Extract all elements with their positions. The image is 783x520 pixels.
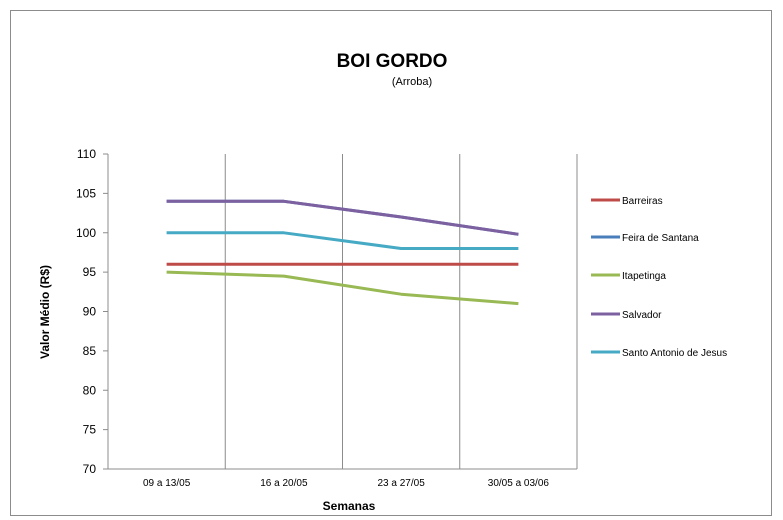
y-tick-label: 90	[83, 305, 97, 319]
y-tick-label: 75	[83, 423, 97, 437]
legend-label: Feira de Santana	[622, 233, 699, 244]
legend-label: Barreiras	[622, 196, 663, 207]
x-tick-label: 09 a 13/05	[143, 478, 191, 489]
legend-label: Itapetinga	[622, 271, 666, 282]
y-tick-label: 110	[77, 147, 96, 161]
gridlines	[224, 154, 578, 469]
y-tick-label: 95	[83, 265, 97, 279]
chart-title: BOI GORDO	[337, 51, 448, 72]
legend-label: Salvador	[622, 310, 662, 321]
x-tick-label: 30/05 a 03/06	[488, 478, 550, 489]
series-line-santo-antonio-de-jesus	[166, 231, 519, 250]
x-axis-title: Semanas	[323, 499, 376, 513]
series-line-salvador	[166, 199, 519, 236]
x-tick-label: 16 a 20/05	[260, 478, 308, 489]
y-axis-title: Valor Médio (R$)	[38, 265, 52, 359]
series-line-itapetinga	[166, 270, 519, 306]
y-tick-label: 105	[76, 186, 96, 200]
chart-subtitle: (Arroba)	[392, 76, 432, 88]
x-tick-label: 23 a 27/05	[377, 478, 425, 489]
legend: Barreiras Feira de Santana Itapetinga Salva…	[591, 196, 727, 359]
series-lines	[166, 199, 519, 306]
y-tick-label: 85	[83, 344, 97, 358]
x-tick-labels: 09 a 13/05 16 a 20/05 23 a 27/05 30/05 a 03…	[143, 478, 549, 489]
legend-label: Santo Antonio de Jesus	[622, 348, 727, 359]
y-tick-label: 80	[83, 383, 97, 397]
y-tick-labels: 70 75 80 85 90 95 100 105 110	[76, 147, 108, 476]
y-tick-label: 70	[83, 462, 97, 476]
y-tick-label: 100	[76, 226, 96, 240]
